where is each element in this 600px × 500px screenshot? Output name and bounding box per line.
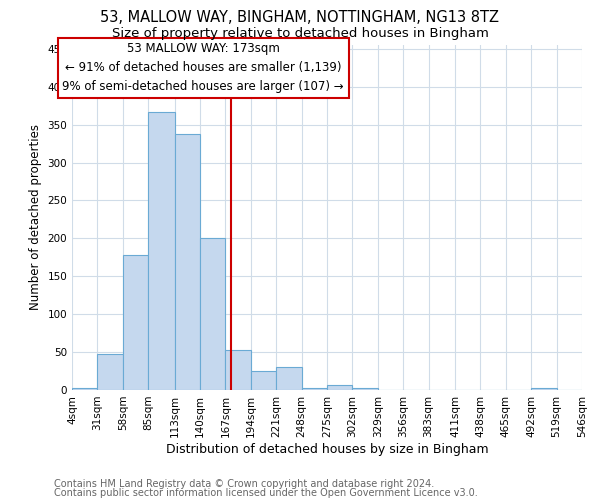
Bar xyxy=(352,388,378,390)
Text: Contains HM Land Registry data © Crown copyright and database right 2024.: Contains HM Land Registry data © Crown c… xyxy=(54,479,434,489)
Bar xyxy=(72,388,97,390)
Bar xyxy=(251,371,276,390)
Y-axis label: Number of detached properties: Number of detached properties xyxy=(29,124,42,310)
Bar xyxy=(200,238,226,390)
Bar xyxy=(226,350,251,390)
Text: Contains public sector information licensed under the Open Government Licence v3: Contains public sector information licen… xyxy=(54,488,478,498)
Text: 53 MALLOW WAY: 173sqm
← 91% of detached houses are smaller (1,139)
9% of semi-de: 53 MALLOW WAY: 173sqm ← 91% of detached … xyxy=(62,42,344,93)
Bar xyxy=(123,255,148,390)
Bar xyxy=(531,388,557,390)
Bar xyxy=(97,354,123,390)
Bar xyxy=(148,112,175,390)
Bar xyxy=(276,368,302,390)
Bar xyxy=(327,386,352,390)
Text: Size of property relative to detached houses in Bingham: Size of property relative to detached ho… xyxy=(112,28,488,40)
Bar xyxy=(175,134,200,390)
Text: 53, MALLOW WAY, BINGHAM, NOTTINGHAM, NG13 8TZ: 53, MALLOW WAY, BINGHAM, NOTTINGHAM, NG1… xyxy=(101,10,499,25)
Bar xyxy=(302,388,327,390)
X-axis label: Distribution of detached houses by size in Bingham: Distribution of detached houses by size … xyxy=(166,442,488,456)
